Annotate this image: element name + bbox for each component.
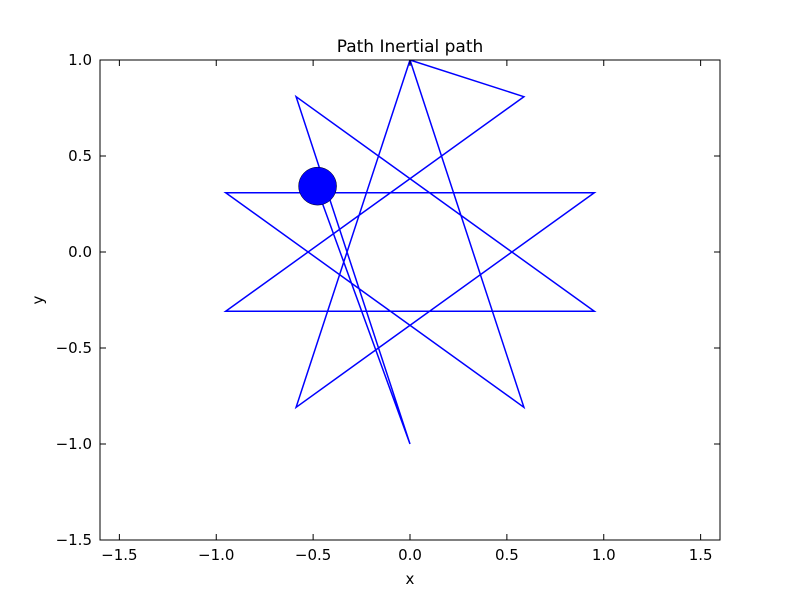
y-tick-label: −0.5 <box>56 339 92 357</box>
position-marker <box>298 166 337 206</box>
y-tick-label: −1.5 <box>56 531 92 549</box>
x-tick-label: 1.0 <box>592 546 616 564</box>
chart-title: Path Inertial path <box>337 37 484 57</box>
x-axis-label: x <box>406 570 415 588</box>
y-tick-label: −1.0 <box>56 435 92 453</box>
y-tick-label: 1.0 <box>68 51 92 69</box>
y-tick-label: 0.0 <box>68 243 92 261</box>
x-tick-label: −1.5 <box>101 546 137 564</box>
plot-area <box>100 60 720 540</box>
x-ticks: −1.5 −1.0 −0.5 0.0 0.5 1.0 1.5 <box>101 60 713 564</box>
path-line <box>223 60 597 445</box>
x-tick-label: −1.0 <box>198 546 234 564</box>
x-tick-label: −0.5 <box>295 546 331 564</box>
plot-frame <box>99 59 721 541</box>
y-tick-label: 0.5 <box>68 147 92 165</box>
x-tick-label: 0.5 <box>495 546 519 564</box>
x-tick-label: 0.0 <box>398 546 422 564</box>
y-axis-label: y <box>29 295 47 304</box>
y-ticks: −1.5 −1.0 −0.5 0.0 0.5 1.0 <box>56 51 720 549</box>
series-layer <box>223 60 597 445</box>
x-tick-label: 1.5 <box>689 546 713 564</box>
